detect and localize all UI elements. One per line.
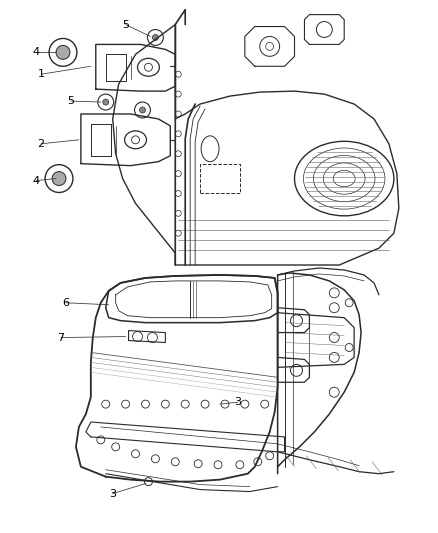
Circle shape: [103, 99, 109, 105]
Text: 6: 6: [63, 298, 70, 308]
Text: 7: 7: [57, 333, 64, 343]
Text: 2: 2: [38, 139, 45, 149]
Text: 5: 5: [67, 96, 74, 106]
Circle shape: [52, 172, 66, 185]
Text: 1: 1: [38, 69, 45, 79]
Text: 5: 5: [122, 20, 129, 29]
Circle shape: [56, 45, 70, 59]
Text: 4: 4: [32, 47, 40, 58]
Text: 3: 3: [234, 397, 241, 407]
Circle shape: [152, 35, 159, 41]
Text: 3: 3: [109, 489, 116, 498]
Text: 4: 4: [32, 175, 40, 185]
Circle shape: [140, 107, 145, 113]
